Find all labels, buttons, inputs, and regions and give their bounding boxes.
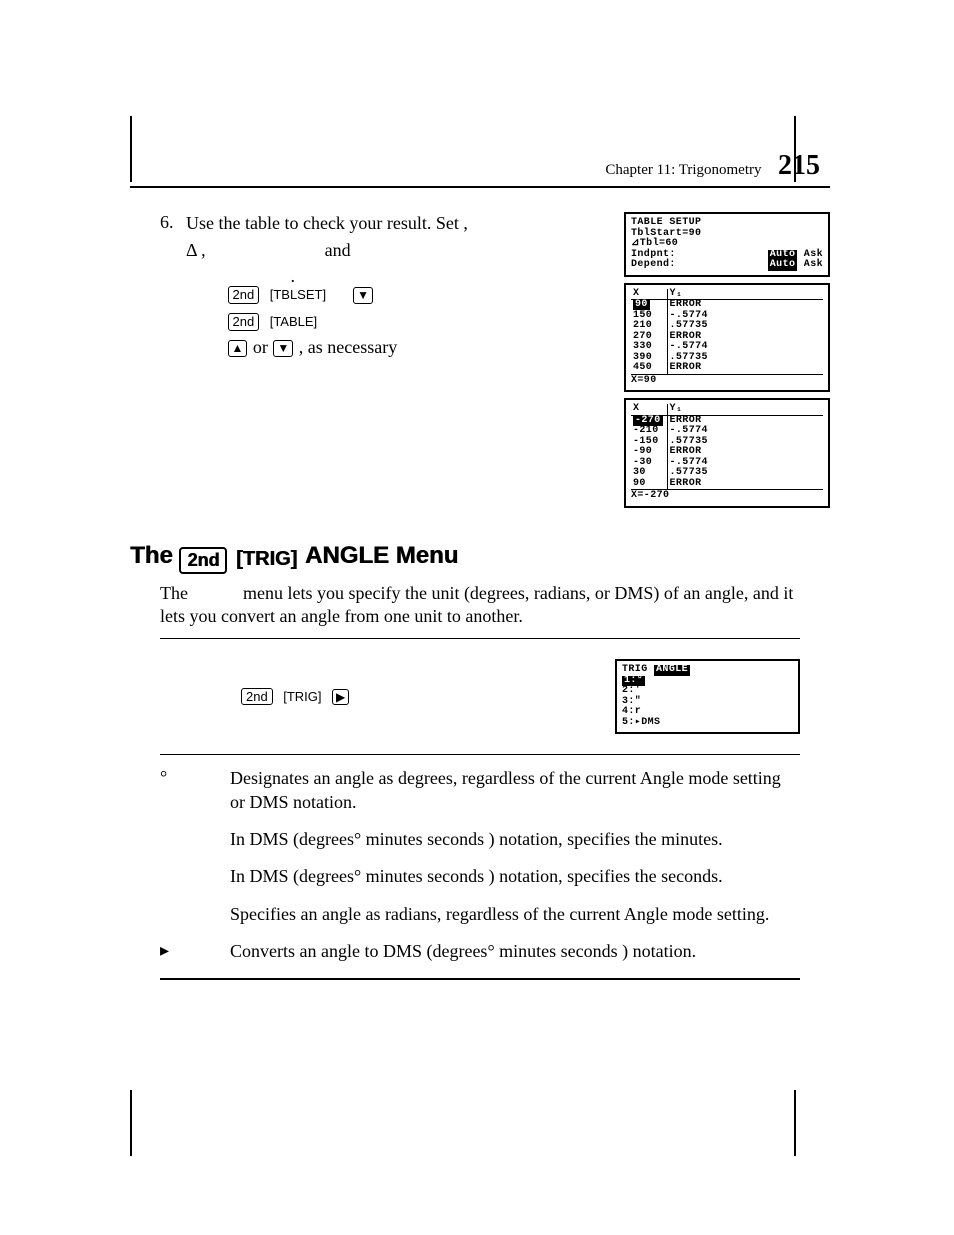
t2-footer: X=-270 [631,489,823,502]
t2-hx: X [633,403,639,414]
table-1: X Y₁ 90ERROR 150-.5774 210.57735 270ERRO… [631,289,823,374]
cell: 90 [633,299,650,310]
key-2nd-large: 2nd [179,547,227,574]
def-dms: ▸ Converts an angle to DMS (degrees° min… [160,940,800,963]
cell: 210 [631,321,667,332]
key-tblset: TBLSET [266,287,330,303]
def-text: Converts an angle to DMS (degrees° minut… [230,940,800,963]
down-arrow-icon: ▼ [353,287,373,304]
crop-mark [794,1090,796,1156]
step-number: 6. [160,212,186,233]
key-trig: TRIG [279,689,325,704]
key-2nd: 2nd [228,313,260,331]
key-2nd: 2nd [241,688,273,705]
rule [160,754,800,755]
key-trig-large: [TRIG] [234,548,299,571]
def-seconds: In DMS (degrees° minutes seconds ) notat… [160,865,800,888]
cell: 450 [631,363,667,374]
def-text: In DMS (degrees° minutes seconds ) notat… [230,865,800,888]
key-table: TABLE [266,314,321,330]
setup-l5c: Ask [804,260,823,271]
intro-a: The [160,583,192,603]
def-symbol: ° [160,767,230,814]
setup-l5a: Depend: [631,260,676,271]
def-degree: ° Designates an angle as degrees, regard… [160,767,800,814]
def-text: Designates an angle as degrees, regardle… [230,767,800,814]
title-pre: The [130,542,179,569]
page-header: Chapter 11: Trigonometry 215 [130,150,830,182]
cell: -.5774 [667,426,823,437]
cell: -90 [631,447,667,458]
screen-table-1: X Y₁ 90ERROR 150-.5774 210.57735 270ERRO… [624,283,830,393]
comma: , [201,240,210,260]
delta-symbol: Δ [186,240,197,260]
calculator-screens: TABLE SETUP TblStart=90 ⊿Tbl=60 Indpnt: … [624,212,830,508]
step-6: 6. Use the table to check your result. S… [160,212,830,508]
section-title: The 2nd [TRIG] ANGLE Menu [130,542,830,574]
cell: -210 [631,426,667,437]
cell: ERROR [667,300,823,311]
def-minutes: In DMS (degrees° minutes seconds ) notat… [160,828,800,851]
def-symbol [160,903,230,926]
def-text: Specifies an angle as radians, regardles… [230,903,800,926]
table-2: X Y₁ -270ERROR -210-.5774 -150.57735 -90… [631,404,823,489]
intro-b: menu lets you specify the unit (degrees,… [160,583,793,626]
crop-mark [130,1090,132,1156]
t1-hy: Y₁ [670,288,683,299]
page-content: Chapter 11: Trigonometry 215 6. Use the … [130,150,830,986]
screen-table-setup: TABLE SETUP TblStart=90 ⊿Tbl=60 Indpnt: … [624,212,830,277]
cell: -.5774 [667,342,823,353]
t2-hy: Y₁ [670,403,683,414]
cell: 330 [631,342,667,353]
right-arrow-icon: ▶ [332,689,349,705]
t1-hx: X [633,288,639,299]
setup-l3: ⊿Tbl=60 [631,239,678,250]
angle-menu-block: 2nd TRIG ▶ TRIG ANGLE 1:° 2:' 3:" 4:r 5:… [160,638,800,755]
key-2nd: 2nd [228,286,260,304]
step-line1: Use the table to check your result. Set [186,213,459,233]
cell: ERROR [667,447,823,458]
cell: 30 [631,468,667,479]
up-arrow-icon: ▲ [228,340,248,357]
am-i4: 5:▸DMS [622,718,660,729]
cell: ERROR [667,479,823,490]
cell: -270 [633,415,663,426]
section-intro: The menu lets you specify the unit (degr… [160,582,800,629]
or-label: or [253,337,273,357]
def-symbol [160,865,230,888]
header-rule [130,186,830,188]
setup-l5b: Auto [768,260,798,271]
page-number: 215 [778,150,820,181]
cell: ERROR [667,363,823,374]
def-symbol [160,828,230,851]
as-necessary: , as necessary [299,337,397,357]
def-radians: Specifies an angle as radians, regardles… [160,903,800,926]
comma: , [463,213,468,233]
def-text: In DMS (degrees° minutes seconds ) notat… [230,828,800,851]
cell: .57735 [667,468,823,479]
down-arrow-icon: ▼ [273,340,293,357]
cell: .57735 [667,321,823,332]
chapter-label: Chapter 11: Trigonometry [605,162,761,178]
setup-l1: TABLE SETUP [631,218,701,229]
screen-angle-menu: TRIG ANGLE 1:° 2:' 3:" 4:r 5:▸DMS [615,659,800,734]
and-label: and [325,240,351,260]
def-symbol: ▸ [160,940,230,963]
step-text: Use the table to check your result. Set … [186,212,624,363]
title-post: ANGLE Menu [305,542,458,569]
rule [160,638,800,639]
am-l1b: ANGLE [654,665,690,676]
rule [160,978,800,980]
screen-table-2: X Y₁ -270ERROR -210-.5774 -150.57735 -90… [624,398,830,508]
angle-menu-keys: 2nd TRIG ▶ [160,686,350,707]
cell: 90 [631,479,667,490]
t1-footer: X=90 [631,374,823,387]
angle-definitions: ° Designates an angle as degrees, regard… [160,767,800,979]
